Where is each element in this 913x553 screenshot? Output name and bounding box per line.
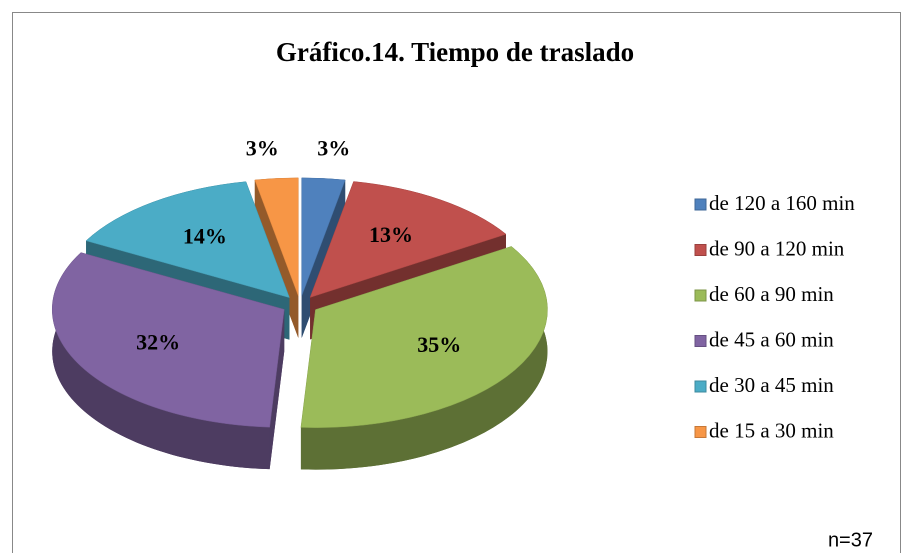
legend-swatch bbox=[694, 198, 707, 211]
legend-label: de 90 a 120 min bbox=[709, 236, 845, 260]
legend-label: de 15 a 30 min bbox=[709, 418, 834, 442]
slice bbox=[300, 246, 548, 428]
legend-swatch bbox=[694, 380, 707, 393]
data-label: 32% bbox=[136, 330, 180, 355]
legend-label: de 120 a 160 min bbox=[709, 191, 855, 215]
legend-swatch bbox=[694, 244, 707, 256]
data-label: 3% bbox=[317, 136, 350, 161]
slice bbox=[309, 181, 507, 298]
legend-swatch bbox=[694, 335, 707, 347]
chart-title: Gráfico.14. Tiempo de traslado bbox=[276, 37, 634, 67]
slice-outer-wall bbox=[300, 246, 548, 470]
data-label: 3% bbox=[246, 136, 279, 161]
legend-swatch bbox=[694, 426, 707, 438]
slice bbox=[85, 181, 290, 298]
annotation: n=37 bbox=[828, 529, 873, 551]
slice-tops bbox=[51, 177, 548, 428]
slice bbox=[51, 252, 285, 428]
data-label: 14% bbox=[183, 223, 227, 248]
data-label: 13% bbox=[369, 222, 413, 247]
slice bbox=[254, 177, 299, 296]
legend-swatch bbox=[694, 289, 707, 302]
legend-label: de 45 a 60 min bbox=[709, 327, 834, 351]
legend-label: de 60 a 90 min bbox=[709, 282, 834, 306]
legend-label: de 30 a 45 min bbox=[709, 373, 834, 397]
slice-outer-wall bbox=[52, 252, 270, 470]
slice bbox=[301, 177, 346, 296]
data-label: 35% bbox=[417, 332, 461, 357]
